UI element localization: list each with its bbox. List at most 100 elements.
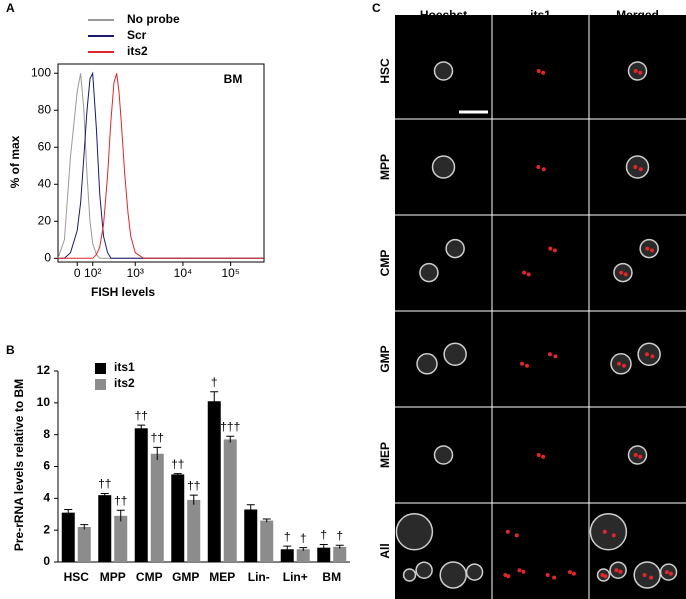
error-bar (299, 547, 308, 551)
rna-signal (517, 568, 522, 573)
y-axis-label: Pre-rRNA levels relative to BM (12, 379, 26, 551)
y-tick-label: 40 (38, 176, 52, 190)
y-tick-label: 4 (43, 491, 50, 505)
column-header: Hoechst (420, 8, 467, 22)
bar (114, 515, 128, 562)
bar (280, 549, 294, 562)
row-label: HSC (378, 58, 392, 84)
legend-label: No probe (127, 12, 180, 26)
column-header: its1 (530, 8, 551, 22)
error-bar (262, 518, 271, 523)
error-bar (80, 524, 89, 530)
row-label: All (378, 543, 392, 558)
bar (98, 495, 112, 562)
nucleus (589, 513, 628, 551)
legend-swatch (95, 363, 106, 374)
rna-signal (649, 575, 654, 580)
error-bar (319, 543, 328, 551)
rna-signal (506, 574, 511, 579)
x-axis-label: FISH levels (91, 285, 155, 299)
x-tick-label: Lin- (248, 570, 270, 584)
bar (187, 499, 201, 562)
x-tick-label: GMP (172, 570, 199, 584)
x-tick-label: MPP (100, 570, 126, 584)
x-tick-label: 0 (74, 266, 81, 280)
row-label: CMP (378, 250, 392, 277)
nucleus (431, 155, 456, 179)
nucleus (439, 561, 467, 589)
nucleus (633, 561, 661, 589)
significance-label: †† (98, 477, 111, 491)
rna-signal (541, 454, 546, 459)
rna-signal (649, 248, 654, 253)
legend-label: its1 (114, 360, 135, 374)
bar (150, 453, 164, 562)
x-tick-label: 10⁴ (174, 266, 193, 280)
error-bar (283, 545, 292, 553)
nucleus (445, 238, 465, 259)
rna-signal (522, 270, 527, 275)
series-line (58, 71, 264, 259)
error-bar (335, 544, 344, 549)
bar (244, 509, 258, 562)
rna-signal (552, 575, 557, 580)
x-tick-label: BM (322, 570, 341, 584)
error-bar (210, 391, 219, 411)
bar (333, 546, 347, 562)
rna-signal (617, 361, 622, 366)
rna-signal (553, 354, 558, 359)
y-tick-label: 60 (38, 139, 52, 153)
rna-signal (547, 352, 552, 357)
y-tick-label: 20 (38, 213, 52, 227)
y-tick-label: 0 (43, 554, 50, 568)
rna-signal (633, 69, 638, 73)
bar (317, 547, 331, 562)
y-axis-label: % of max (8, 135, 22, 188)
panel-label: B (6, 343, 15, 357)
panel-label: C (372, 1, 381, 15)
rna-signal (536, 165, 541, 169)
y-tick-label: 80 (38, 102, 52, 116)
significance-label: † (300, 531, 307, 545)
significance-label: † (320, 528, 327, 542)
rna-signal (633, 165, 638, 169)
rna-signal (602, 529, 607, 534)
nucleus (637, 342, 661, 366)
bar (223, 439, 237, 562)
nucleus (433, 61, 454, 81)
rna-signal (614, 568, 619, 573)
y-tick-label: 0 (44, 250, 51, 264)
nucleus (443, 342, 467, 366)
column-header: Merged (616, 8, 659, 22)
row-label: MEP (378, 442, 392, 468)
rna-signal (619, 270, 624, 275)
error-bar (226, 435, 235, 443)
bar (207, 401, 221, 562)
y-tick-label: 8 (43, 427, 50, 441)
legend-swatch (95, 379, 106, 390)
legend-label: its2 (127, 44, 148, 58)
bar (296, 549, 310, 562)
bar (134, 428, 148, 562)
rna-signal (536, 69, 541, 73)
rna-signal (645, 246, 650, 251)
rna-signal (514, 533, 519, 538)
y-tick-label: 2 (43, 522, 50, 536)
rna-signal (548, 246, 553, 251)
bar (77, 526, 91, 562)
x-tick-label: 10² (84, 266, 101, 280)
series-line (58, 73, 264, 259)
y-tick-label: 100 (31, 65, 51, 79)
y-tick-label: 12 (37, 363, 51, 377)
rna-signal (638, 167, 643, 172)
rna-signal (622, 363, 627, 368)
nucleus (419, 262, 439, 283)
x-tick-label: CMP (136, 570, 163, 584)
significance-label: † (284, 529, 291, 543)
error-bar (100, 493, 109, 497)
legend-label: Scr (127, 28, 147, 42)
plot-frame (57, 63, 265, 263)
nucleus (402, 568, 417, 582)
x-tick-label: 10⁵ (221, 266, 239, 280)
